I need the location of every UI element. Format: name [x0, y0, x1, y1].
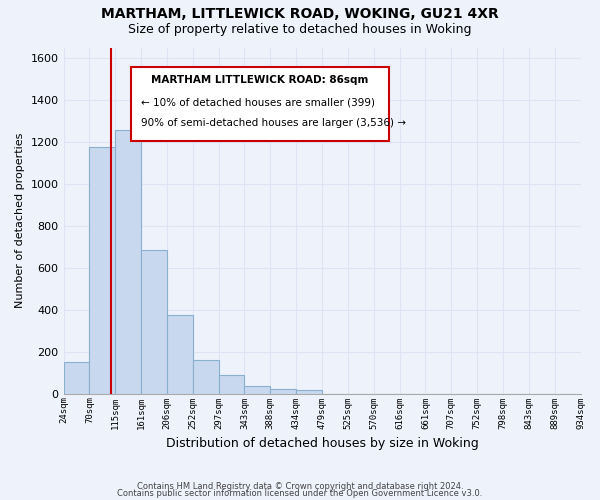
Text: Size of property relative to detached houses in Woking: Size of property relative to detached ho… [128, 22, 472, 36]
Bar [244, 386, 271, 394]
Text: MARTHAM, LITTLEWICK ROAD, WOKING, GU21 4XR: MARTHAM, LITTLEWICK ROAD, WOKING, GU21 4… [101, 8, 499, 22]
Bar [89, 147, 115, 394]
Bar [271, 390, 296, 394]
Text: MARTHAM LITTLEWICK ROAD: 86sqm: MARTHAM LITTLEWICK ROAD: 86sqm [151, 75, 368, 85]
Bar [218, 375, 244, 394]
Bar [115, 130, 141, 394]
Bar [64, 362, 89, 394]
X-axis label: Distribution of detached houses by size in Woking: Distribution of detached houses by size … [166, 437, 478, 450]
FancyBboxPatch shape [131, 66, 389, 141]
Text: 90% of semi-detached houses are larger (3,536) →: 90% of semi-detached houses are larger (… [141, 118, 406, 128]
Text: ← 10% of detached houses are smaller (399): ← 10% of detached houses are smaller (39… [141, 98, 375, 108]
Text: Contains public sector information licensed under the Open Government Licence v3: Contains public sector information licen… [118, 490, 482, 498]
Bar [296, 390, 322, 394]
Text: Contains HM Land Registry data © Crown copyright and database right 2024.: Contains HM Land Registry data © Crown c… [137, 482, 463, 491]
Bar [193, 360, 218, 394]
Y-axis label: Number of detached properties: Number of detached properties [15, 133, 25, 308]
Bar [167, 315, 193, 394]
Bar [141, 250, 167, 394]
